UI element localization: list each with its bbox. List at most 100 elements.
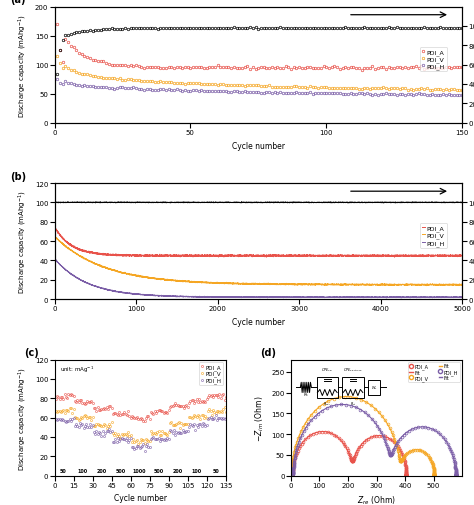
PDI_A	[53, 396, 59, 402]
PDI_A	[203, 398, 209, 405]
PDI_V	[296, 281, 302, 287]
PDI_H	[296, 294, 302, 300]
Line: PDI_V: PDI_V	[55, 407, 227, 445]
PDI_V	[334, 85, 340, 91]
PDI_V	[144, 437, 150, 443]
PDI_V	[223, 409, 228, 415]
PDI_H	[356, 294, 362, 300]
Y-axis label: Discharge capacity (mAhg$^{-1}$): Discharge capacity (mAhg$^{-1}$)	[17, 366, 29, 470]
Text: (d): (d)	[260, 347, 276, 358]
PDI_H	[266, 90, 272, 96]
PDI_V	[387, 282, 392, 288]
Text: (c): (c)	[24, 347, 38, 358]
PDI_H	[317, 294, 322, 300]
Text: 500: 500	[116, 468, 126, 473]
PDI_V	[213, 410, 219, 416]
PDI_A	[188, 66, 193, 72]
Legend: PDI_A, PDI_V, PDI_H: PDI_A, PDI_V, PDI_H	[199, 363, 223, 385]
PDI_H	[454, 93, 460, 99]
PDI_A	[55, 22, 60, 28]
Line: PDI_H: PDI_H	[55, 256, 462, 298]
PDI_A	[387, 253, 392, 259]
PDI_A	[459, 253, 465, 259]
PDI_H	[387, 294, 392, 300]
Line: PDI_H: PDI_H	[56, 79, 464, 97]
PDI_A	[223, 394, 228, 400]
PDI_V	[92, 423, 98, 429]
PDI_H	[126, 290, 131, 296]
PDI_H	[176, 429, 182, 435]
PDI_V	[52, 234, 57, 240]
Text: 200: 200	[96, 468, 107, 473]
PDI_V	[176, 419, 182, 425]
PDI_V	[266, 83, 272, 89]
X-axis label: Cycle number: Cycle number	[232, 317, 285, 326]
PDI_V	[201, 415, 207, 421]
PDI_H	[334, 91, 340, 97]
PDI_H	[52, 253, 57, 259]
PDI_A	[392, 66, 397, 72]
PDI_A	[52, 234, 57, 240]
PDI_V	[126, 271, 131, 277]
PDI_A	[126, 252, 132, 258]
PDI_V	[356, 282, 362, 288]
PDI_V	[222, 405, 228, 411]
PDI_V	[424, 283, 429, 289]
Y-axis label: Discharge capacity (mAhg$^{-1}$): Discharge capacity (mAhg$^{-1}$)	[17, 14, 29, 118]
PDI_H	[208, 294, 213, 300]
Y-axis label: Discharge capacity (mAhg$^{-1}$): Discharge capacity (mAhg$^{-1}$)	[17, 190, 29, 293]
Text: 500: 500	[154, 468, 164, 473]
Text: 50: 50	[60, 468, 67, 473]
PDI_V	[53, 409, 59, 415]
PDI_A	[214, 392, 220, 398]
PDI_A	[152, 409, 157, 415]
PDI_H	[214, 417, 220, 423]
PDI_V	[459, 282, 465, 288]
Text: (b): (b)	[9, 171, 26, 181]
PDI_V	[215, 82, 220, 88]
PDI_H	[459, 92, 465, 98]
PDI_V	[188, 81, 193, 87]
Y-axis label: $-Z_{im}$ (Ohm): $-Z_{im}$ (Ohm)	[253, 394, 265, 441]
X-axis label: Cycle number: Cycle number	[114, 493, 167, 502]
PDI_A	[208, 252, 213, 258]
PDI_H	[215, 89, 220, 95]
PDI_H	[283, 90, 288, 96]
Legend: PDI_A, PDI_V, PDI_H: PDI_A, PDI_V, PDI_H	[420, 47, 447, 72]
Line: PDI_H: PDI_H	[55, 414, 227, 452]
Line: PDI_A: PDI_A	[56, 24, 464, 72]
PDI_A	[266, 66, 272, 72]
Line: PDI_V: PDI_V	[56, 56, 464, 92]
Text: 50: 50	[212, 468, 219, 473]
Text: 200: 200	[173, 468, 182, 473]
PDI_H	[188, 89, 193, 95]
PDI_H	[223, 415, 228, 421]
Text: unit: mAg$^{-1}$: unit: mAg$^{-1}$	[60, 365, 94, 375]
PDI_H	[151, 434, 156, 440]
PDI_A	[52, 224, 58, 230]
PDI_V	[151, 430, 156, 436]
PDI_A	[296, 253, 302, 259]
PDI_V	[283, 85, 288, 91]
PDI_H	[55, 77, 60, 83]
Text: 1000: 1000	[133, 468, 146, 473]
PDI_V	[317, 282, 322, 288]
Legend: PDI_A, PDI_V, PDI_H: PDI_A, PDI_V, PDI_H	[420, 224, 447, 248]
PDI_A	[334, 65, 340, 71]
X-axis label: Cycle number: Cycle number	[232, 141, 285, 150]
PDI_A	[146, 413, 151, 419]
Text: (a): (a)	[9, 0, 25, 5]
PDI_A	[177, 403, 183, 409]
PDI_A	[317, 254, 323, 260]
PDI_H	[92, 431, 98, 437]
Line: PDI_V: PDI_V	[55, 237, 462, 286]
PDI_A	[215, 63, 220, 69]
PDI_H	[201, 421, 207, 427]
PDI_V	[459, 88, 465, 94]
PDI_V	[389, 86, 394, 92]
PDI_A	[459, 65, 465, 71]
PDI_A	[392, 255, 397, 261]
PDI_H	[213, 412, 219, 418]
Text: 100: 100	[77, 468, 88, 473]
PDI_A	[93, 408, 99, 414]
